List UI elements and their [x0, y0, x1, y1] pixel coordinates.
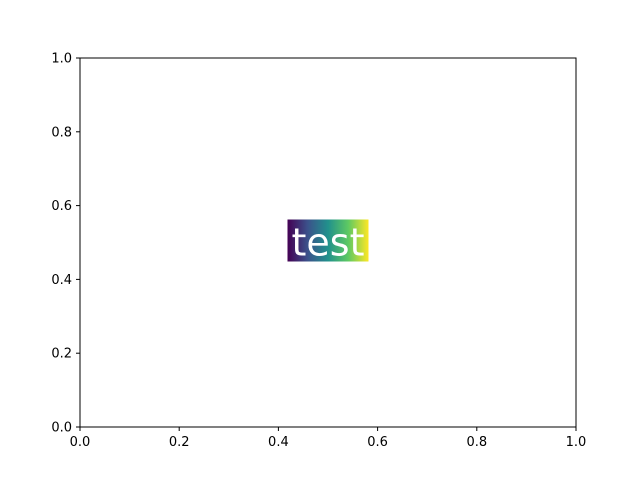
annotation-gradient-box — [287, 219, 369, 262]
x-tick-label: 0.4 — [268, 435, 289, 450]
y-tick-label: 0.6 — [51, 199, 72, 214]
x-axis: 0.0 0.2 0.4 0.6 0.8 1.0 — [70, 427, 587, 450]
x-tick-label: 0.6 — [367, 435, 388, 450]
annotations: test — [287, 219, 369, 265]
y-tick-label: 1.0 — [51, 52, 72, 67]
y-tick-label: 0.2 — [51, 347, 72, 362]
x-tick-label: 0.2 — [169, 435, 190, 450]
y-tick-label: 0.8 — [51, 125, 72, 140]
x-tick-label: 1.0 — [566, 435, 587, 450]
x-tick-label: 0.0 — [70, 435, 91, 450]
y-axis: 0.0 0.2 0.4 0.6 0.8 1.0 — [51, 52, 80, 436]
x-tick-label: 0.8 — [466, 435, 487, 450]
y-tick-label: 0.4 — [51, 273, 72, 288]
y-tick-label: 0.0 — [51, 421, 72, 436]
axes-frame — [79, 57, 577, 428]
annotation-text: test — [292, 221, 365, 265]
